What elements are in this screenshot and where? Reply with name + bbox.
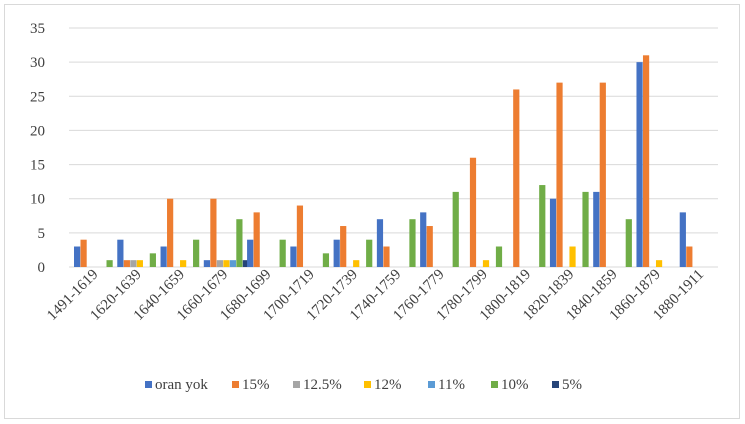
y-tick-label: 10 [30, 192, 45, 208]
bar [160, 246, 167, 267]
bar [469, 157, 477, 267]
bar [210, 198, 217, 267]
legend-label: 5% [562, 377, 582, 393]
legend-swatch [491, 381, 498, 388]
bar [80, 239, 87, 267]
bar [549, 198, 557, 267]
bar [686, 246, 693, 267]
bar [203, 260, 210, 267]
y-tick-label: 25 [30, 89, 45, 105]
bar [236, 219, 243, 267]
bar [253, 212, 260, 267]
bar [539, 185, 546, 267]
bar [106, 260, 113, 267]
bar [340, 226, 347, 267]
y-tick-label: 15 [30, 158, 45, 174]
bar [279, 239, 286, 267]
bar [180, 260, 187, 267]
y-axis-ticks: 0 5 10 15 20 25 30 35 [30, 21, 45, 276]
bar [193, 239, 200, 267]
bar [322, 253, 330, 267]
bar [149, 253, 156, 267]
bar [513, 89, 520, 268]
legend: oran yok 15% 12.5% 12% 11% 10% 5% [145, 377, 582, 393]
bar [130, 260, 137, 267]
legend-swatch [232, 381, 239, 388]
bar [409, 219, 416, 267]
y-tick-label: 20 [30, 123, 45, 139]
bar [569, 246, 576, 267]
legend-label: 12% [374, 377, 402, 393]
bar [452, 191, 459, 267]
bar [556, 82, 563, 267]
bar [333, 239, 340, 267]
bar [482, 260, 490, 267]
legend-label: oran yok [155, 377, 208, 393]
bar [296, 205, 304, 267]
legend-swatch [428, 381, 435, 388]
bar [642, 55, 650, 268]
legend-swatch [364, 381, 371, 388]
y-tick-label: 5 [38, 226, 46, 242]
bar [353, 260, 360, 267]
chart-area [4, 4, 740, 419]
bar [117, 239, 124, 267]
bar [420, 212, 427, 267]
bar [426, 226, 433, 267]
bar [599, 82, 606, 267]
bars [74, 55, 693, 268]
bar [123, 260, 130, 267]
bar [74, 246, 81, 267]
bar [247, 239, 254, 267]
legend-swatch [552, 381, 559, 388]
legend-swatch [293, 381, 300, 388]
bar [636, 62, 643, 267]
bar [167, 198, 174, 267]
bar [679, 212, 686, 267]
bar [229, 260, 236, 267]
bar [655, 260, 663, 267]
x-axis-ticks: 1491-16191620-16391640-16591660-16791680… [44, 267, 707, 324]
legend-label: 11% [438, 377, 465, 393]
y-tick-label: 0 [38, 260, 46, 276]
bar [290, 246, 297, 267]
y-tick-label: 30 [30, 55, 45, 71]
bar [495, 246, 503, 267]
bar [136, 260, 143, 267]
y-tick-label: 35 [30, 21, 45, 37]
legend-label: 10% [501, 377, 529, 393]
bar [242, 260, 249, 267]
bar [216, 260, 223, 267]
bar [366, 239, 373, 267]
bar [582, 191, 589, 267]
bar [625, 219, 632, 267]
gridlines [69, 27, 718, 268]
legend-label: 12.5% [303, 377, 342, 393]
legend-swatch [145, 381, 152, 388]
bar [593, 191, 600, 267]
bar [383, 246, 390, 267]
legend-label: 15% [242, 377, 270, 393]
bar [376, 219, 384, 267]
bar [223, 260, 230, 267]
